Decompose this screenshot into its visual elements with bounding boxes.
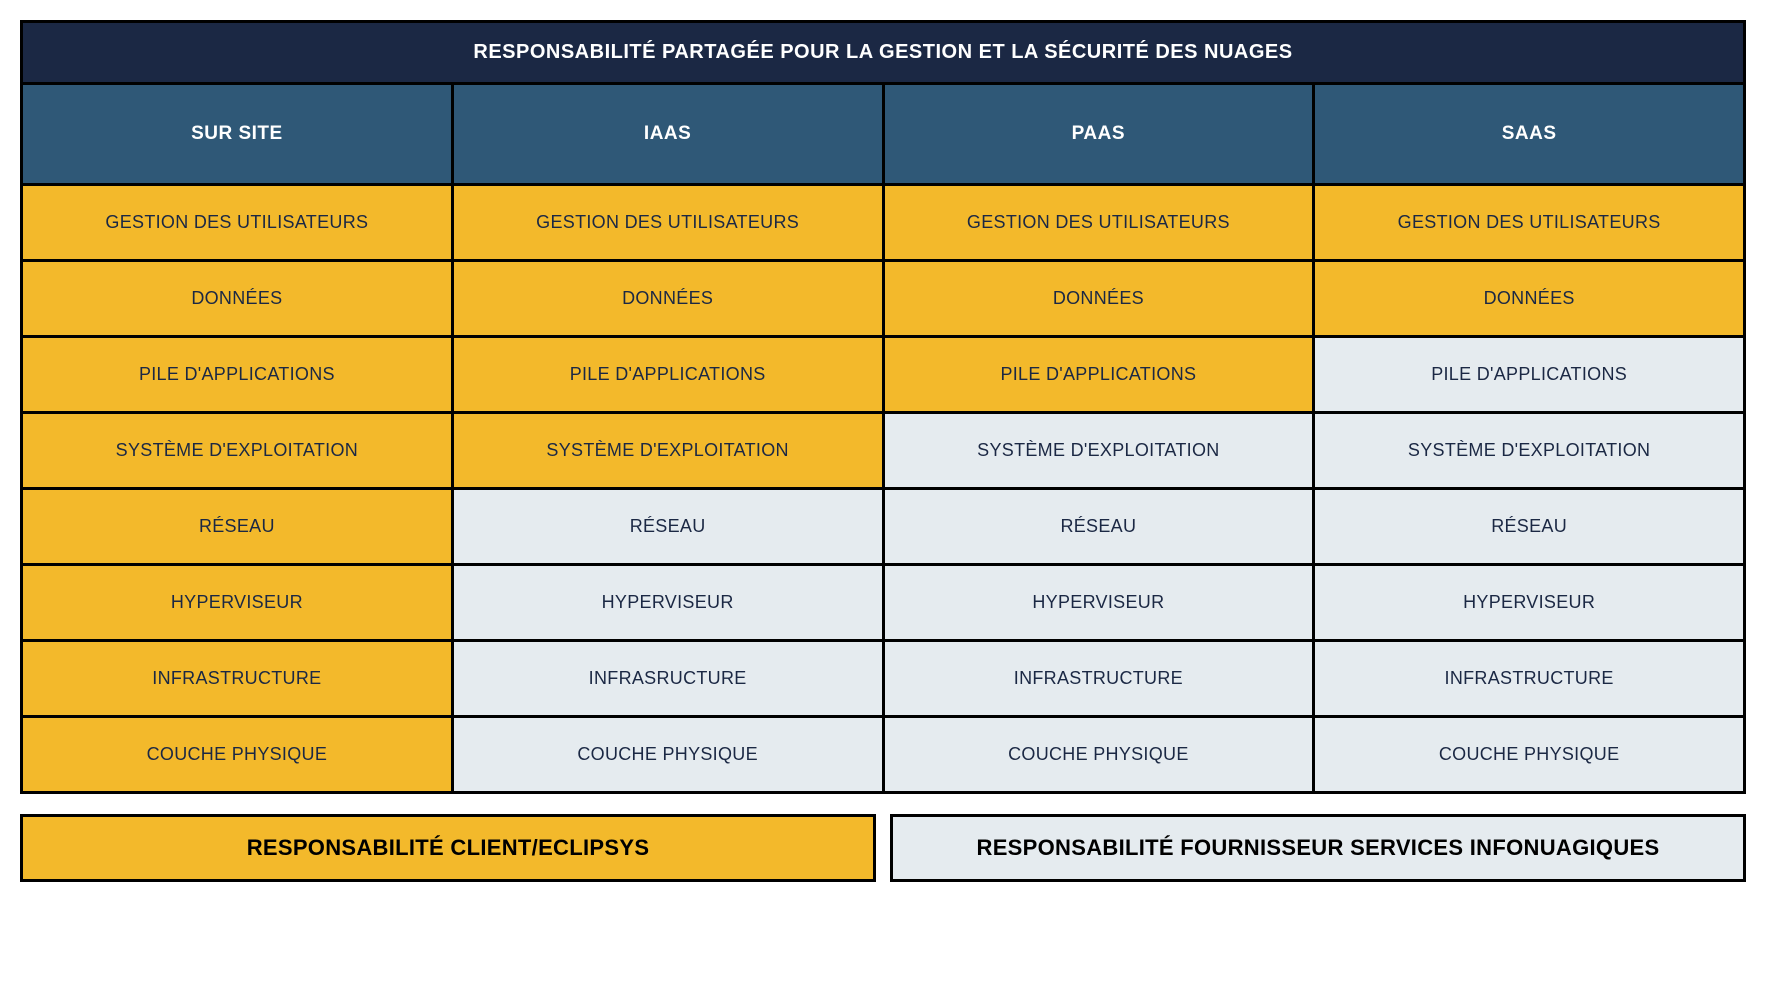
table-cell: DONNÉES xyxy=(23,262,454,335)
table-row: INFRASTRUCTUREINFRASRUCTUREINFRASTRUCTUR… xyxy=(20,639,1746,715)
legend-row: RESPONSABILITÉ CLIENT/ECLIPSYS RESPONSAB… xyxy=(20,814,1746,882)
header-row: SUR SITE IAAS PAAS SAAS xyxy=(20,82,1746,183)
table-cell: GESTION DES UTILISATEURS xyxy=(885,186,1316,259)
table-cell: COUCHE PHYSIQUE xyxy=(1315,718,1743,791)
table-row: HYPERVISEURHYPERVISEURHYPERVISEURHYPERVI… xyxy=(20,563,1746,639)
legend-provider: RESPONSABILITÉ FOURNISSEUR SERVICES INFO… xyxy=(890,814,1746,882)
table-cell: HYPERVISEUR xyxy=(454,566,885,639)
table-cell: DONNÉES xyxy=(454,262,885,335)
table-cell: COUCHE PHYSIQUE xyxy=(885,718,1316,791)
table-row: DONNÉESDONNÉESDONNÉESDONNÉES xyxy=(20,259,1746,335)
table-row: RÉSEAURÉSEAURÉSEAURÉSEAU xyxy=(20,487,1746,563)
column-header-onsite: SUR SITE xyxy=(23,85,454,183)
rows-container: GESTION DES UTILISATEURSGESTION DES UTIL… xyxy=(20,183,1746,794)
column-header-paas: PAAS xyxy=(885,85,1316,183)
table-cell: SYSTÈME D'EXPLOITATION xyxy=(454,414,885,487)
table-cell: PILE D'APPLICATIONS xyxy=(23,338,454,411)
table-cell: SYSTÈME D'EXPLOITATION xyxy=(885,414,1316,487)
table-cell: COUCHE PHYSIQUE xyxy=(454,718,885,791)
table-cell: INFRASTRUCTURE xyxy=(23,642,454,715)
table-cell: RÉSEAU xyxy=(1315,490,1743,563)
table-title: RESPONSABILITÉ PARTAGÉE POUR LA GESTION … xyxy=(20,20,1746,82)
legend-client: RESPONSABILITÉ CLIENT/ECLIPSYS xyxy=(20,814,876,882)
table-cell: HYPERVISEUR xyxy=(23,566,454,639)
table-cell: PILE D'APPLICATIONS xyxy=(1315,338,1743,411)
table-row: GESTION DES UTILISATEURSGESTION DES UTIL… xyxy=(20,183,1746,259)
table-cell: GESTION DES UTILISATEURS xyxy=(1315,186,1743,259)
table-cell: RÉSEAU xyxy=(885,490,1316,563)
table-cell: HYPERVISEUR xyxy=(885,566,1316,639)
table-cell: RÉSEAU xyxy=(23,490,454,563)
table-cell: SYSTÈME D'EXPLOITATION xyxy=(1315,414,1743,487)
table-row: PILE D'APPLICATIONSPILE D'APPLICATIONSPI… xyxy=(20,335,1746,411)
table-cell: PILE D'APPLICATIONS xyxy=(454,338,885,411)
column-header-iaas: IAAS xyxy=(454,85,885,183)
responsibility-matrix: RESPONSABILITÉ PARTAGÉE POUR LA GESTION … xyxy=(20,20,1746,882)
table-cell: COUCHE PHYSIQUE xyxy=(23,718,454,791)
table-cell: DONNÉES xyxy=(1315,262,1743,335)
table-cell: RÉSEAU xyxy=(454,490,885,563)
table-cell: INFRASTRUCTURE xyxy=(885,642,1316,715)
table-cell: HYPERVISEUR xyxy=(1315,566,1743,639)
table-cell: GESTION DES UTILISATEURS xyxy=(23,186,454,259)
column-header-saas: SAAS xyxy=(1315,85,1743,183)
table-cell: SYSTÈME D'EXPLOITATION xyxy=(23,414,454,487)
table-cell: PILE D'APPLICATIONS xyxy=(885,338,1316,411)
table-cell: INFRASTRUCTURE xyxy=(1315,642,1743,715)
table-cell: INFRASRUCTURE xyxy=(454,642,885,715)
table-cell: GESTION DES UTILISATEURS xyxy=(454,186,885,259)
table-cell: DONNÉES xyxy=(885,262,1316,335)
table-row: SYSTÈME D'EXPLOITATIONSYSTÈME D'EXPLOITA… xyxy=(20,411,1746,487)
table-row: COUCHE PHYSIQUECOUCHE PHYSIQUECOUCHE PHY… xyxy=(20,715,1746,794)
